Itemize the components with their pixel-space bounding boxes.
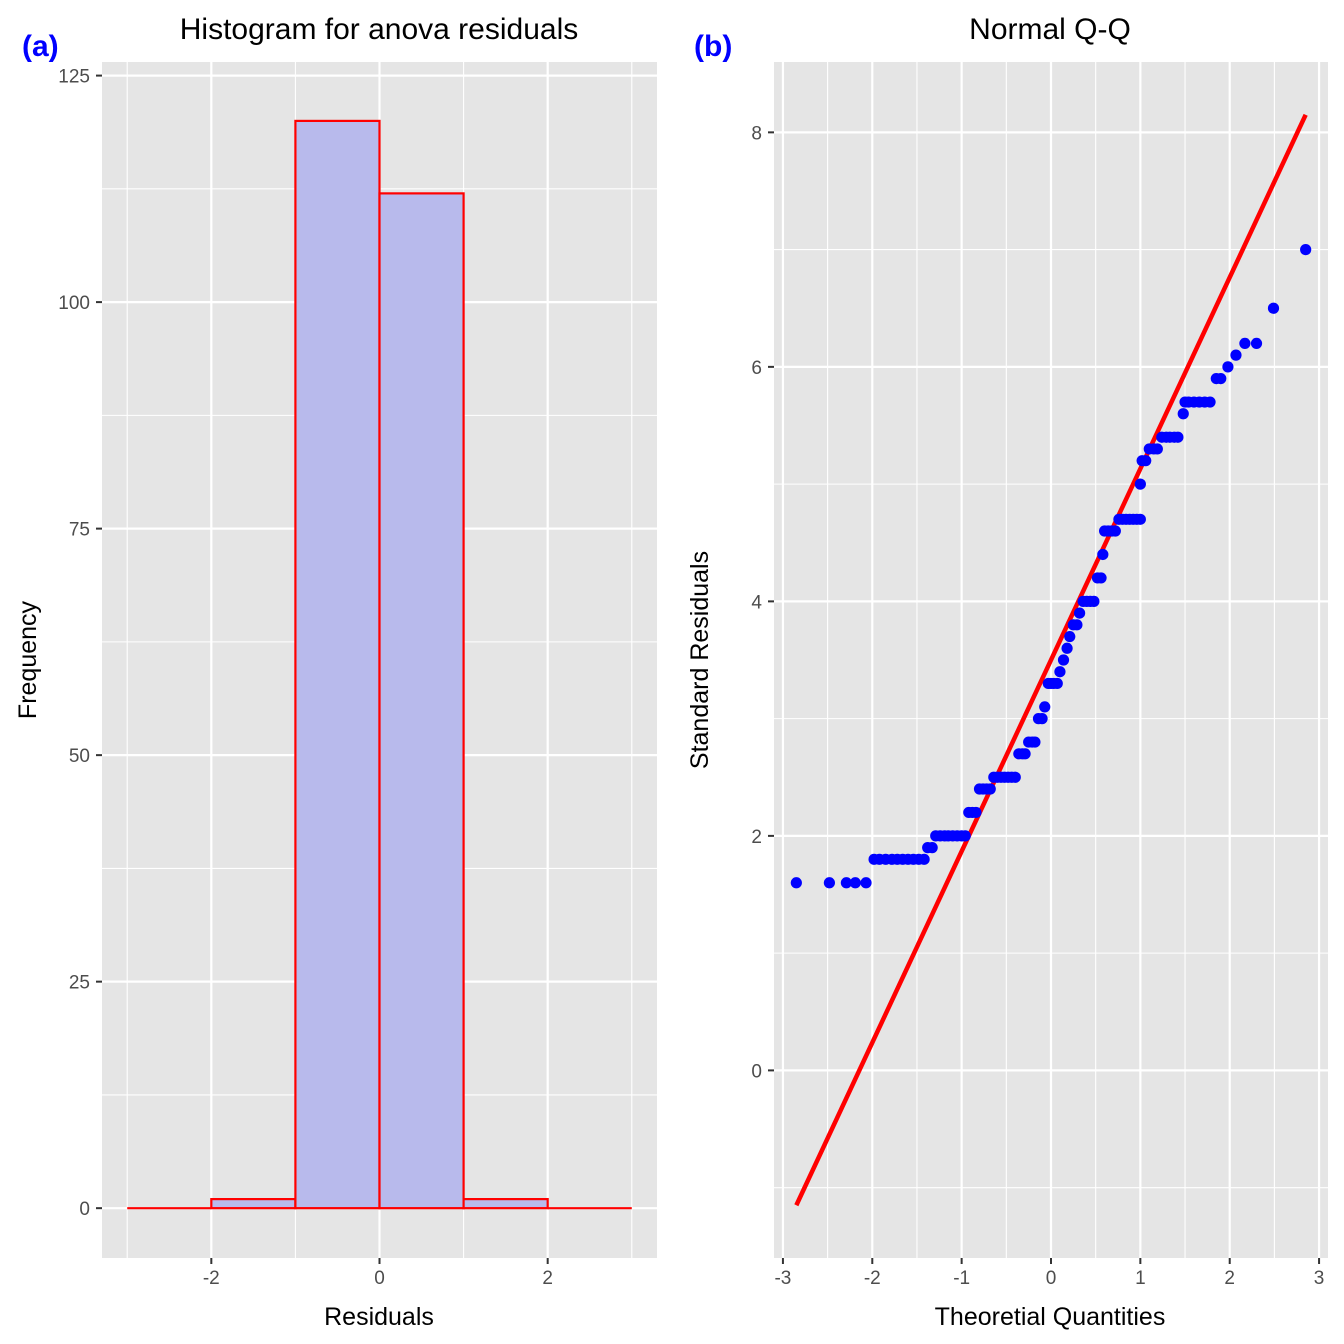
y-tick-label: 6 [751, 358, 762, 379]
panel-label-b: (b) [694, 30, 732, 63]
y-tick-label: 125 [58, 67, 90, 88]
histogram-title: Histogram for anova residuals [180, 13, 579, 46]
qq-point [970, 806, 982, 819]
y-tick-label: 2 [751, 827, 762, 848]
qq-point [1109, 525, 1121, 537]
x-tick-label: 2 [542, 1268, 553, 1289]
x-tick-label: 0 [1046, 1268, 1057, 1289]
x-tick-label: 2 [1224, 1268, 1235, 1289]
histogram-panel: (a) Histogram for anova residuals -2 0 2 0 2… [14, 13, 657, 1331]
qq-point [1051, 677, 1063, 690]
qq-point [1134, 513, 1146, 525]
histogram-bar [462, 1198, 549, 1210]
qq-point [1095, 572, 1107, 584]
histogram-bars [127, 119, 632, 1210]
qq-point [1172, 431, 1184, 443]
qq-point [918, 853, 930, 865]
qq-point [1057, 654, 1070, 666]
qq-point [1073, 607, 1086, 619]
qq-point [1064, 630, 1076, 643]
y-tick-label: 25 [69, 973, 90, 994]
x-tick-label: 0 [374, 1268, 385, 1289]
y-tick-label: 75 [69, 520, 90, 541]
qq-point [1039, 701, 1051, 713]
qq-point [1019, 748, 1031, 760]
qq-point [1222, 361, 1234, 373]
y-tick-label: 100 [58, 293, 90, 314]
qq-point [840, 877, 852, 889]
qq-point [959, 830, 971, 842]
x-tick-label: -2 [203, 1268, 220, 1289]
x-tick-label: 3 [1314, 1268, 1325, 1289]
qq-point [849, 877, 861, 889]
qq-point [860, 877, 872, 889]
qq-point [1134, 478, 1146, 490]
qq-point [1250, 337, 1263, 350]
x-tick-label: -2 [864, 1268, 881, 1289]
qq-marks [790, 113, 1312, 1207]
qq-point [1204, 396, 1216, 408]
y-tick-label: 0 [79, 1199, 90, 1220]
qq-point [1151, 443, 1163, 455]
histogram-bar [294, 119, 381, 1210]
qq-y-axis-title: Standard Residuals [686, 551, 714, 769]
qq-point [1071, 619, 1083, 631]
panel-label-a: (a) [22, 30, 59, 63]
qq-point [1029, 736, 1041, 748]
qq-point [1230, 349, 1242, 361]
qq-panel: (b) Normal Q-Q -3 -2 -1 0 1 2 3 0 2 4 6 8 Theoretia… [686, 13, 1328, 1331]
y-tick-label: 8 [751, 123, 762, 144]
y-tick-label: 0 [751, 1061, 762, 1082]
qq-point [1239, 337, 1251, 350]
qq-point [1097, 548, 1109, 561]
qq-point [823, 877, 836, 889]
y-tick-label: 50 [69, 746, 90, 767]
histogram-y-axis-title: Frequency [14, 600, 42, 719]
x-tick-label: -3 [774, 1268, 791, 1289]
histogram-bar [378, 192, 465, 1210]
qq-point [1267, 302, 1280, 314]
y-tick-label: 4 [751, 592, 762, 613]
qq-x-axis-title: Theoretial Quantities [935, 1303, 1166, 1331]
histogram-bar [210, 1198, 297, 1210]
qq-point [926, 842, 938, 854]
qq-reference-line [794, 113, 1308, 1207]
qq-point [984, 783, 996, 795]
qq-point [1088, 595, 1100, 607]
histogram-x-axis-title: Residuals [324, 1303, 434, 1331]
qq-point [1061, 642, 1073, 654]
qq-point [1300, 244, 1312, 256]
qq-point [1177, 408, 1189, 420]
qq-point [1009, 771, 1021, 783]
qq-point [1036, 713, 1048, 725]
histogram-axes: -2 0 2 0 25 50 75 100 125 [58, 67, 553, 1289]
qq-axes: -3 -2 -1 0 1 2 3 0 2 4 6 8 [751, 123, 1324, 1289]
qq-point [1215, 372, 1227, 385]
qq-point [1140, 455, 1152, 467]
qq-title: Normal Q-Q [969, 13, 1131, 46]
qq-point [790, 877, 802, 889]
x-tick-label: -1 [953, 1268, 970, 1289]
x-tick-label: 1 [1135, 1268, 1146, 1289]
qq-point [1054, 666, 1066, 678]
